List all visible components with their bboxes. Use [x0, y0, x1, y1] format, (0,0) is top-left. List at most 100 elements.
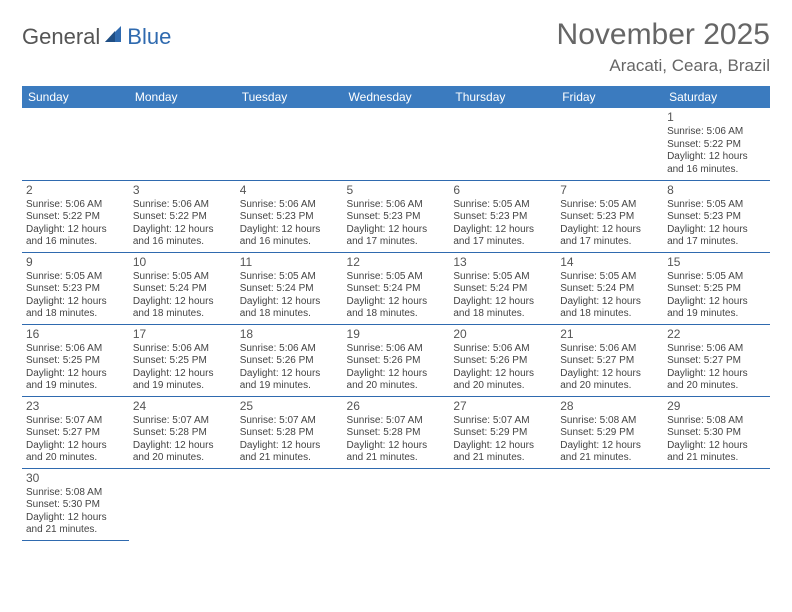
- daylight-text: Daylight: 12 hours and 16 minutes.: [26, 224, 125, 249]
- calendar-cell: [449, 468, 556, 540]
- day-number: 24: [133, 399, 232, 414]
- day-number: 28: [560, 399, 659, 414]
- daylight-text: Daylight: 12 hours and 18 minutes.: [26, 296, 125, 321]
- calendar-cell: 3Sunrise: 5:06 AMSunset: 5:22 PMDaylight…: [129, 180, 236, 252]
- calendar-cell: 18Sunrise: 5:06 AMSunset: 5:26 PMDayligh…: [236, 324, 343, 396]
- day-number: 27: [453, 399, 552, 414]
- calendar-cell: [129, 108, 236, 180]
- daylight-text: Daylight: 12 hours and 19 minutes.: [667, 296, 766, 321]
- daylight-text: Daylight: 12 hours and 20 minutes.: [560, 368, 659, 393]
- day-number: 25: [240, 399, 339, 414]
- calendar-cell: 28Sunrise: 5:08 AMSunset: 5:29 PMDayligh…: [556, 396, 663, 468]
- sunrise-text: Sunrise: 5:05 AM: [453, 199, 552, 212]
- day-info: Sunrise: 5:05 AMSunset: 5:23 PMDaylight:…: [667, 199, 766, 249]
- day-number: 9: [26, 255, 125, 270]
- day-number: 8: [667, 183, 766, 198]
- sunrise-text: Sunrise: 5:05 AM: [240, 271, 339, 284]
- calendar-cell: 29Sunrise: 5:08 AMSunset: 5:30 PMDayligh…: [663, 396, 770, 468]
- day-number: 18: [240, 327, 339, 342]
- calendar-cell: [129, 468, 236, 540]
- day-number: 7: [560, 183, 659, 198]
- day-number: 21: [560, 327, 659, 342]
- day-number: 29: [667, 399, 766, 414]
- day-info: Sunrise: 5:05 AMSunset: 5:24 PMDaylight:…: [347, 271, 446, 321]
- calendar-table: SundayMondayTuesdayWednesdayThursdayFrid…: [22, 86, 770, 541]
- calendar-cell: [449, 108, 556, 180]
- calendar-body: 1Sunrise: 5:06 AMSunset: 5:22 PMDaylight…: [22, 108, 770, 540]
- calendar-cell: 11Sunrise: 5:05 AMSunset: 5:24 PMDayligh…: [236, 252, 343, 324]
- page-header: General Blue November 2025 Aracati, Cear…: [22, 18, 770, 76]
- calendar-cell: 27Sunrise: 5:07 AMSunset: 5:29 PMDayligh…: [449, 396, 556, 468]
- calendar-cell: 19Sunrise: 5:06 AMSunset: 5:26 PMDayligh…: [343, 324, 450, 396]
- sunset-text: Sunset: 5:23 PM: [240, 211, 339, 224]
- day-info: Sunrise: 5:08 AMSunset: 5:29 PMDaylight:…: [560, 415, 659, 465]
- sunrise-text: Sunrise: 5:06 AM: [240, 199, 339, 212]
- calendar-cell: 10Sunrise: 5:05 AMSunset: 5:24 PMDayligh…: [129, 252, 236, 324]
- daylight-text: Daylight: 12 hours and 18 minutes.: [347, 296, 446, 321]
- calendar-cell: [236, 108, 343, 180]
- sunrise-text: Sunrise: 5:06 AM: [240, 343, 339, 356]
- sunset-text: Sunset: 5:30 PM: [667, 427, 766, 440]
- day-info: Sunrise: 5:05 AMSunset: 5:24 PMDaylight:…: [240, 271, 339, 321]
- day-number: 13: [453, 255, 552, 270]
- day-header: Sunday: [22, 86, 129, 108]
- day-number: 12: [347, 255, 446, 270]
- sunset-text: Sunset: 5:23 PM: [347, 211, 446, 224]
- sunrise-text: Sunrise: 5:06 AM: [453, 343, 552, 356]
- day-info: Sunrise: 5:05 AMSunset: 5:24 PMDaylight:…: [133, 271, 232, 321]
- day-info: Sunrise: 5:08 AMSunset: 5:30 PMDaylight:…: [26, 487, 125, 537]
- day-info: Sunrise: 5:07 AMSunset: 5:28 PMDaylight:…: [347, 415, 446, 465]
- day-info: Sunrise: 5:06 AMSunset: 5:26 PMDaylight:…: [240, 343, 339, 393]
- sunrise-text: Sunrise: 5:05 AM: [347, 271, 446, 284]
- daylight-text: Daylight: 12 hours and 17 minutes.: [560, 224, 659, 249]
- sunset-text: Sunset: 5:27 PM: [26, 427, 125, 440]
- day-info: Sunrise: 5:05 AMSunset: 5:24 PMDaylight:…: [453, 271, 552, 321]
- day-info: Sunrise: 5:06 AMSunset: 5:27 PMDaylight:…: [667, 343, 766, 393]
- day-number: 1: [667, 110, 766, 125]
- calendar-cell: 13Sunrise: 5:05 AMSunset: 5:24 PMDayligh…: [449, 252, 556, 324]
- day-info: Sunrise: 5:07 AMSunset: 5:29 PMDaylight:…: [453, 415, 552, 465]
- daylight-text: Daylight: 12 hours and 17 minutes.: [453, 224, 552, 249]
- day-number: 14: [560, 255, 659, 270]
- day-header: Saturday: [663, 86, 770, 108]
- day-header: Monday: [129, 86, 236, 108]
- day-info: Sunrise: 5:05 AMSunset: 5:23 PMDaylight:…: [453, 199, 552, 249]
- sunrise-text: Sunrise: 5:07 AM: [26, 415, 125, 428]
- day-number: 22: [667, 327, 766, 342]
- sunrise-text: Sunrise: 5:05 AM: [667, 271, 766, 284]
- sunset-text: Sunset: 5:24 PM: [453, 283, 552, 296]
- sunset-text: Sunset: 5:24 PM: [133, 283, 232, 296]
- daylight-text: Daylight: 12 hours and 17 minutes.: [347, 224, 446, 249]
- sunset-text: Sunset: 5:29 PM: [453, 427, 552, 440]
- day-number: 20: [453, 327, 552, 342]
- day-number: 3: [133, 183, 232, 198]
- calendar-cell: 23Sunrise: 5:07 AMSunset: 5:27 PMDayligh…: [22, 396, 129, 468]
- calendar-cell: 9Sunrise: 5:05 AMSunset: 5:23 PMDaylight…: [22, 252, 129, 324]
- day-info: Sunrise: 5:06 AMSunset: 5:23 PMDaylight:…: [347, 199, 446, 249]
- sunset-text: Sunset: 5:26 PM: [240, 355, 339, 368]
- calendar-cell: 25Sunrise: 5:07 AMSunset: 5:28 PMDayligh…: [236, 396, 343, 468]
- day-number: 6: [453, 183, 552, 198]
- sunset-text: Sunset: 5:23 PM: [26, 283, 125, 296]
- day-info: Sunrise: 5:06 AMSunset: 5:26 PMDaylight:…: [347, 343, 446, 393]
- daylight-text: Daylight: 12 hours and 20 minutes.: [133, 440, 232, 465]
- calendar-cell: 5Sunrise: 5:06 AMSunset: 5:23 PMDaylight…: [343, 180, 450, 252]
- sunrise-text: Sunrise: 5:08 AM: [560, 415, 659, 428]
- calendar-cell: 6Sunrise: 5:05 AMSunset: 5:23 PMDaylight…: [449, 180, 556, 252]
- calendar-cell: 7Sunrise: 5:05 AMSunset: 5:23 PMDaylight…: [556, 180, 663, 252]
- day-info: Sunrise: 5:08 AMSunset: 5:30 PMDaylight:…: [667, 415, 766, 465]
- daylight-text: Daylight: 12 hours and 17 minutes.: [667, 224, 766, 249]
- day-info: Sunrise: 5:05 AMSunset: 5:23 PMDaylight:…: [560, 199, 659, 249]
- sunset-text: Sunset: 5:25 PM: [26, 355, 125, 368]
- daylight-text: Daylight: 12 hours and 16 minutes.: [667, 151, 766, 176]
- calendar-cell: [236, 468, 343, 540]
- calendar-cell: 20Sunrise: 5:06 AMSunset: 5:26 PMDayligh…: [449, 324, 556, 396]
- sunset-text: Sunset: 5:22 PM: [667, 139, 766, 152]
- daylight-text: Daylight: 12 hours and 20 minutes.: [667, 368, 766, 393]
- sunrise-text: Sunrise: 5:06 AM: [26, 343, 125, 356]
- day-number: 17: [133, 327, 232, 342]
- daylight-text: Daylight: 12 hours and 21 minutes.: [26, 512, 125, 537]
- day-info: Sunrise: 5:06 AMSunset: 5:26 PMDaylight:…: [453, 343, 552, 393]
- sunset-text: Sunset: 5:28 PM: [133, 427, 232, 440]
- day-number: 2: [26, 183, 125, 198]
